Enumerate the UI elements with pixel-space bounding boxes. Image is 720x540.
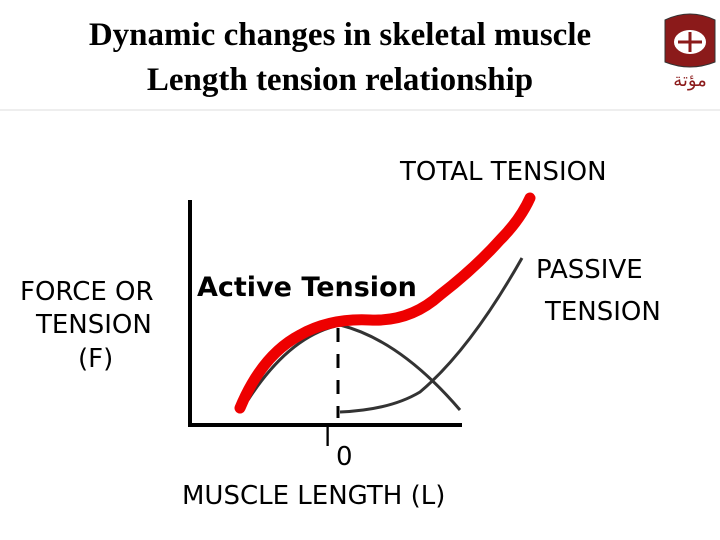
logo-text: مؤتة (673, 70, 707, 91)
y-label: FORCE OR (20, 277, 154, 307)
total-label: TOTAL TENSION (399, 157, 607, 187)
title-line-2: Length tension relationship (147, 62, 533, 98)
x-label: MUSCLE LENGTH (L) (182, 481, 445, 511)
passive-label: PASSIVE (536, 255, 643, 285)
active-label: Active Tension (197, 272, 417, 303)
passive-label: TENSION (544, 297, 661, 327)
y-label: TENSION (35, 310, 152, 340)
y-label: (F) (78, 344, 113, 374)
title-line-1: Dynamic changes in skeletal muscle (89, 17, 591, 53)
logo: مؤتة (664, 13, 716, 91)
l0-letter: l (324, 423, 331, 453)
passive-curve (339, 257, 524, 414)
l0-sub: 0 (336, 442, 353, 472)
total-curve (234, 192, 536, 414)
